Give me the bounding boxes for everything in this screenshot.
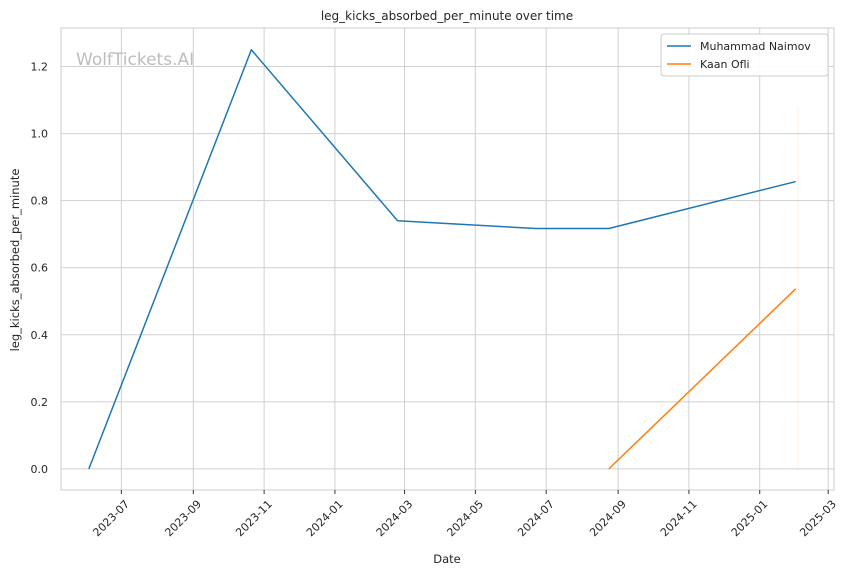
x-axis-label: Date bbox=[433, 552, 461, 566]
series-lines bbox=[88, 49, 797, 470]
y-axis-ticks: 0.0 0.2 0.4 0.6 0.8 1.0 1.2 bbox=[31, 61, 49, 476]
legend-label-muhammad-naimov: Muhammad Naimov bbox=[700, 40, 811, 53]
y-tick-label: 1.0 bbox=[31, 128, 49, 141]
y-tick-label: 0.8 bbox=[31, 195, 49, 208]
series-line-kaan-ofli bbox=[608, 288, 797, 470]
y-tick-label: 0.2 bbox=[31, 396, 49, 409]
watermark: WolfTickets.AI bbox=[76, 50, 194, 70]
y-tick-label: 0.4 bbox=[31, 329, 49, 342]
legend: Muhammad Naimov Kaan Ofli bbox=[660, 33, 829, 77]
chart-title: leg_kicks_absorbed_per_minute over time bbox=[321, 9, 573, 23]
y-tick-label: 0.6 bbox=[31, 262, 49, 275]
legend-label-kaan-ofli: Kaan Ofli bbox=[700, 58, 750, 71]
plot-area-frame bbox=[60, 27, 835, 491]
series-line-muhammad-naimov bbox=[88, 49, 796, 470]
legend-box bbox=[660, 33, 829, 77]
gridlines bbox=[61, 28, 834, 490]
y-tick-label: 1.2 bbox=[31, 61, 49, 74]
y-axis-label: leg_kicks_absorbed_per_minute bbox=[8, 169, 22, 352]
y-tick-label: 0.0 bbox=[31, 463, 49, 476]
